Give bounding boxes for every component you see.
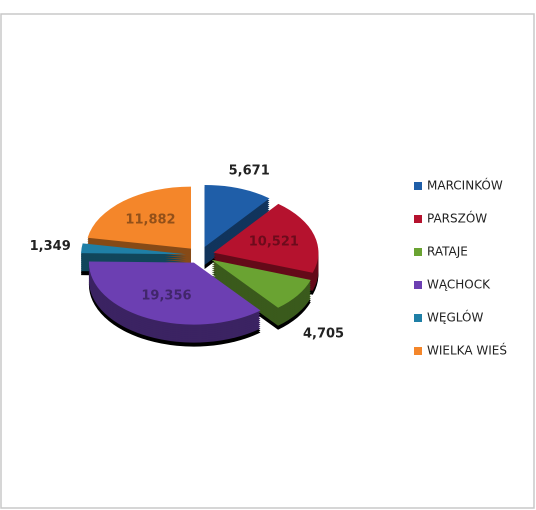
legend-swatch xyxy=(414,347,422,355)
slice xyxy=(204,185,270,248)
data-label: 4,705 xyxy=(303,326,344,341)
legend-label: PARSZÓW xyxy=(427,211,487,226)
data-label: 5,671 xyxy=(229,163,270,178)
legend-label: MARCINKÓW xyxy=(427,178,503,193)
legend-swatch xyxy=(414,182,422,190)
legend-label: WĘGLÓW xyxy=(427,310,483,325)
legend-swatch xyxy=(414,248,422,256)
slice xyxy=(213,203,319,273)
data-label: 11,882 xyxy=(125,213,175,228)
legend-swatch xyxy=(414,281,422,289)
legend-swatch xyxy=(414,314,422,322)
data-label: 1,349 xyxy=(30,239,71,254)
data-label: 10,521 xyxy=(249,235,299,250)
slice xyxy=(81,243,187,255)
slice xyxy=(87,186,192,249)
legend-label: WIELKA WIEŚ xyxy=(427,343,507,358)
legend-label: WĄCHOCK xyxy=(427,278,491,292)
legend-label: RATAJE xyxy=(427,245,468,259)
legend-swatch xyxy=(414,215,422,223)
data-label: 19,356 xyxy=(141,289,191,304)
slice xyxy=(211,259,311,308)
slice xyxy=(88,261,261,325)
